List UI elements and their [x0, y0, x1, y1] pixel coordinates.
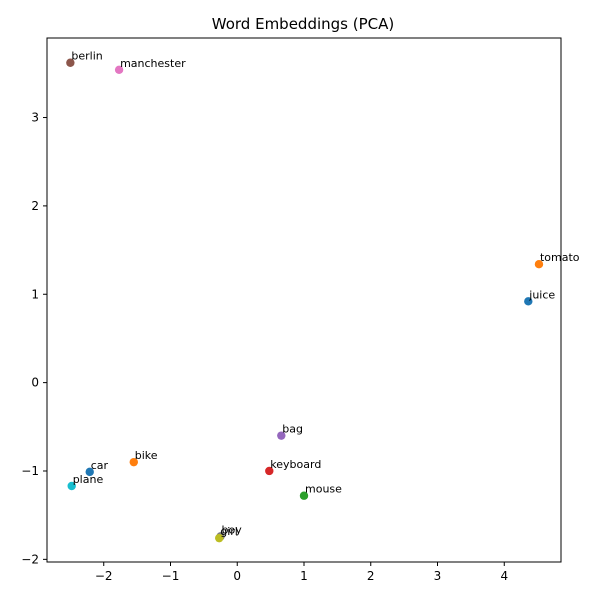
data-point-berlin — [66, 58, 75, 67]
point-label-bag: bag — [282, 423, 303, 436]
y-tick-label: −2 — [21, 552, 39, 566]
point-label-mouse: mouse — [305, 483, 342, 496]
point-label-manchester: manchester — [120, 57, 186, 70]
data-point-bike — [129, 457, 138, 467]
point-label-car: car — [91, 459, 109, 472]
plot-frame — [46, 37, 562, 563]
x-tick-label: 1 — [300, 569, 308, 583]
y-tick-label: 1 — [31, 287, 39, 301]
y-tick-label: −1 — [21, 464, 39, 478]
data-point-girl — [215, 533, 224, 543]
point-label-tomato: tomato — [540, 251, 580, 264]
point-label-plane: plane — [73, 473, 104, 486]
y-tick-label: 0 — [31, 376, 39, 390]
data-point-juice — [524, 297, 533, 306]
point-labels-layer: juice tomato mouse keyboard bag berlin manches… — [71, 50, 579, 538]
x-tick-label: 0 — [233, 569, 241, 583]
axes-layer: −2 −1 0 1 2 3 4 −2 −1 0 1 2 3 — [21, 37, 562, 583]
point-label-bike: bike — [135, 449, 158, 462]
data-point-manchester — [114, 65, 124, 75]
data-point-mouse — [299, 491, 309, 500]
point-label-keyboard: keyboard — [270, 458, 321, 471]
data-point-tomato — [534, 260, 544, 269]
y-tick-label: 3 — [31, 111, 39, 125]
data-point-bag — [277, 431, 286, 440]
x-tick-label: 2 — [367, 569, 375, 583]
x-tick-label: 4 — [500, 569, 508, 583]
points-layer — [66, 58, 544, 543]
point-label-berlin: berlin — [71, 50, 102, 63]
x-tick-label: −1 — [162, 569, 180, 583]
point-label-juice: juice — [528, 288, 555, 301]
data-point-plane — [67, 481, 76, 491]
chart-title: Word Embeddings (PCA) — [212, 15, 394, 33]
point-label-boy: boy — [222, 523, 243, 536]
x-tick-label: 3 — [434, 569, 442, 583]
point-label-girl: girl — [220, 525, 238, 538]
data-point-keyboard — [265, 466, 274, 476]
y-tick-label: 2 — [31, 199, 39, 213]
data-point-car — [85, 467, 94, 477]
x-tick-label: −2 — [95, 569, 113, 583]
